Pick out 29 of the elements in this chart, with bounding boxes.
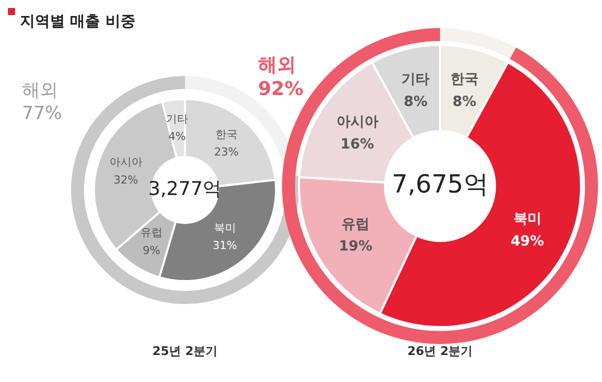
data-label: 19% [338,238,372,255]
slice-label: 유럽 [342,216,370,232]
text: 3,277억 [148,178,222,200]
slice-label: 한국 [450,72,478,88]
slice-label: 유럽 [140,226,162,240]
slice-label: 북미 [513,210,542,227]
text: 25년 2분기 [151,343,219,360]
slice-label: 기타 [402,72,430,88]
slice-label: 북미 [214,222,236,235]
data-label: 16% [340,136,374,152]
data-label: 92% [258,78,304,102]
slice-label: 기타 [166,112,188,126]
slice-label: 한국 [215,128,238,141]
text: 7,675억 [392,170,488,198]
slice-label: 해외 [258,54,297,78]
data-label: 8% [404,94,428,110]
data-label: 8% [452,94,476,110]
data-label: 32% [114,173,138,186]
text: 26년 2분기 [406,343,474,360]
data-label: 49% [510,233,544,250]
slice-label: 아시아 [336,114,378,130]
data-label: 23% [214,145,239,158]
data-label: 31% [212,239,238,252]
data-label: 77% [22,102,62,125]
data-label: 9% [142,244,160,257]
slice-label: 아시아 [109,156,142,169]
data-label: 4% [168,130,186,144]
slice-label: 해외 [22,80,59,102]
chart-title: 지역별 매출 비중 [20,12,136,31]
